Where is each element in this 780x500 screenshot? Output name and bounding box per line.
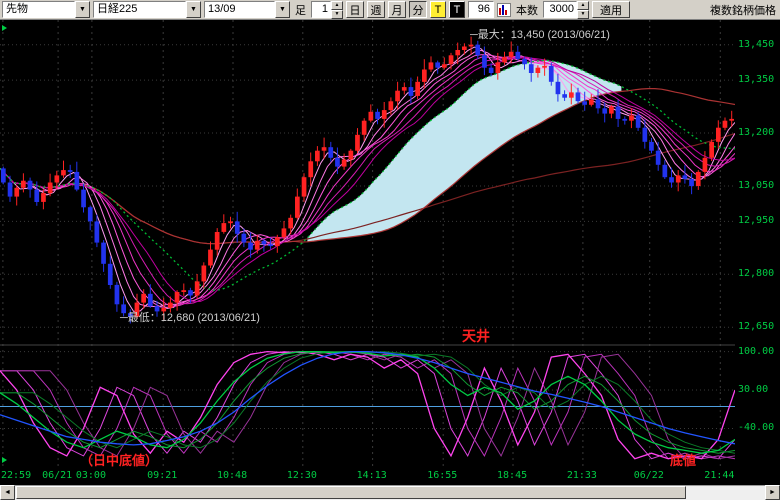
- period-minute-button[interactable]: 分: [409, 1, 427, 18]
- ma-ribbon: [0, 49, 735, 308]
- apply-button[interactable]: 適用: [592, 1, 630, 18]
- pane-marker-icon: [2, 457, 7, 463]
- indicator-line: [0, 350, 735, 454]
- axis-tick: 13,050: [738, 180, 775, 192]
- contract-value: 13/09: [204, 1, 275, 18]
- time-tick: 18:45: [497, 470, 528, 481]
- axis-tick: -40.00: [738, 422, 775, 434]
- time-tick: 06/21: [42, 470, 73, 481]
- candles: [1, 36, 734, 324]
- axis-tick: 100.00: [738, 345, 775, 357]
- time-tick: 06/22: [633, 470, 664, 481]
- period-week-button[interactable]: 週: [367, 1, 385, 18]
- stepper-arrows[interactable]: ▲ ▼: [577, 1, 589, 19]
- max-price-annotation: ─最大：13,450 (2013/06/21): [470, 29, 610, 41]
- tick-yellow-button[interactable]: T: [430, 1, 446, 18]
- time-tick: 10:48: [216, 470, 248, 481]
- horizontal-scrollbar[interactable]: ◄ ►: [0, 485, 780, 500]
- count-value: 3000: [543, 1, 577, 18]
- stepper-arrows[interactable]: ▲ ▼: [331, 1, 343, 19]
- scrollbar-thumb[interactable]: [16, 486, 686, 499]
- time-tick: 09:21: [147, 470, 178, 481]
- axis-tick: 13,450: [738, 38, 775, 50]
- time-axis: 22:59 06/21 03:00 09:21 10:48 12:30 14:13 16:55…: [0, 468, 780, 485]
- scroll-left-button[interactable]: ◄: [0, 485, 15, 500]
- time-tick: 12:30: [286, 470, 317, 481]
- ma-long-1: [0, 88, 735, 245]
- axis-tick: 12,650: [738, 321, 775, 333]
- toolbar: 先物 ▼ 日経225 ▼ 13/09 ▼ 足 1 ▲ ▼ 日 週 月 分 T T…: [0, 0, 780, 20]
- chart-area: ─最大：13,450 (2013/06/21) ─最低：12,680 (2013…: [0, 20, 780, 468]
- ma-dotted: [0, 59, 735, 291]
- right-arrow-icon: ►: [769, 489, 776, 496]
- toolbar-right-text: 複数銘柄価格: [710, 4, 776, 17]
- interval-stepper[interactable]: 1 ▲ ▼: [311, 1, 343, 19]
- time-tick: 03:00: [75, 470, 106, 481]
- chevron-down-icon[interactable]: ▼: [186, 1, 201, 18]
- time-tick: 21:44: [704, 470, 735, 481]
- spin-down-icon[interactable]: ▼: [331, 10, 343, 19]
- symbol-select[interactable]: 日経225 ▼: [93, 1, 201, 18]
- grid: [0, 20, 735, 468]
- pane-marker-icon: [2, 25, 7, 31]
- instrument-select[interactable]: 先物 ▼: [2, 1, 90, 18]
- time-tick: 16:55: [427, 470, 458, 481]
- min-price-annotation: ─最低：12,680 (2013/06/21): [120, 312, 260, 324]
- chevron-down-icon[interactable]: ▼: [75, 1, 90, 18]
- ma-ribbon: [0, 54, 735, 308]
- indicator-line: [0, 350, 735, 446]
- period-day-button[interactable]: 日: [346, 1, 364, 18]
- symbol-value: 日経225: [93, 1, 186, 18]
- scrollbar-track[interactable]: [15, 485, 765, 500]
- chevron-down-icon[interactable]: ▼: [275, 1, 290, 18]
- ceiling-annotation: 天井: [462, 328, 490, 344]
- ma-ribbon: [0, 56, 735, 305]
- bars-field[interactable]: 96: [468, 1, 494, 18]
- price-axis: 13,450 13,350 13,200 13,050 12,950 12,800 12,6…: [735, 20, 780, 468]
- axis-tick: 12,950: [738, 215, 775, 227]
- indicator-line: [0, 350, 735, 460]
- intraday-bottom-annotation: （日中底値）: [80, 453, 159, 468]
- scroll-right-button[interactable]: ►: [765, 485, 780, 500]
- ma-ribbon: [0, 55, 735, 308]
- bars-value: 96: [477, 3, 490, 15]
- time-tick: 14:13: [356, 470, 387, 481]
- contract-select[interactable]: 13/09 ▼: [204, 1, 290, 18]
- axis-tick: 12,800: [738, 268, 775, 280]
- left-arrow-icon: ◄: [4, 489, 11, 496]
- count-stepper[interactable]: 3000 ▲ ▼: [543, 1, 589, 19]
- axis-tick: 30.00: [738, 384, 769, 396]
- axis-tick: 13,350: [738, 74, 775, 86]
- tick-black-button[interactable]: T: [449, 1, 465, 18]
- time-tick: 22:59: [1, 470, 32, 481]
- mini-chart-icon[interactable]: [497, 2, 511, 17]
- spin-up-icon[interactable]: ▲: [331, 1, 343, 10]
- ma-ribbon: [0, 57, 735, 303]
- interval-value: 1: [311, 1, 331, 18]
- indicator-line: [0, 351, 735, 460]
- indicator-line: [0, 351, 735, 460]
- time-tick: 21:33: [566, 470, 597, 481]
- ma-cloud: [307, 60, 622, 242]
- bar-type-label: 足: [295, 4, 306, 17]
- price-chart-canvas[interactable]: [0, 20, 735, 468]
- spin-up-icon[interactable]: ▲: [577, 1, 589, 10]
- period-month-button[interactable]: 月: [388, 1, 406, 18]
- instrument-value: 先物: [2, 1, 75, 18]
- spin-down-icon[interactable]: ▼: [577, 10, 589, 19]
- bottom-annotation: 底値: [670, 453, 697, 468]
- axis-tick: 13,200: [738, 127, 775, 139]
- count-label: 本数: [516, 4, 538, 17]
